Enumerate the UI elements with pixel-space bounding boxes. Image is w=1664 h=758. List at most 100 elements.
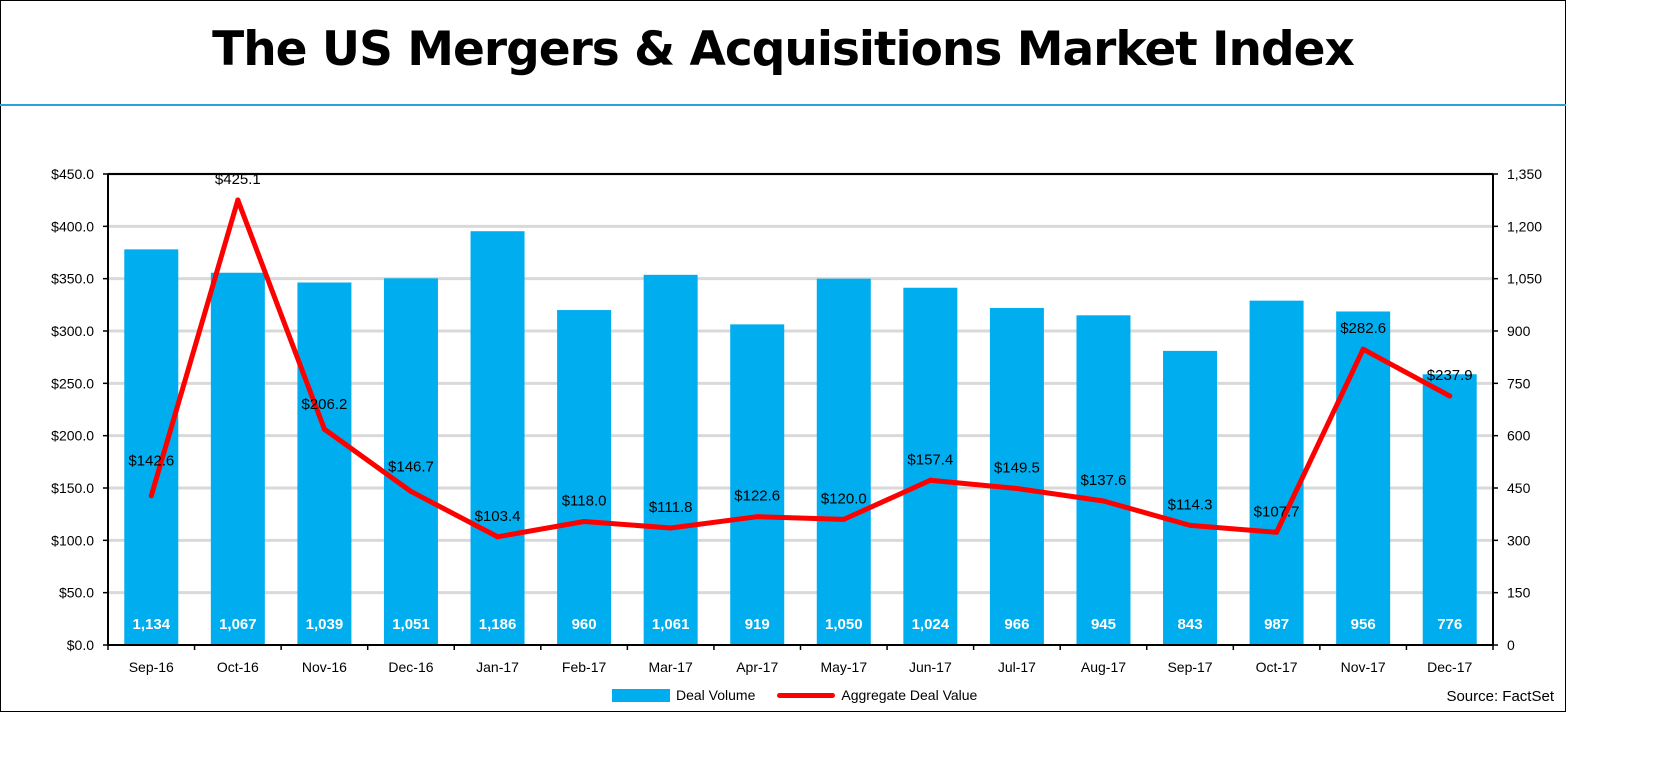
volume-bar — [1422, 374, 1477, 645]
left-tick-label: $200.0 — [51, 428, 94, 444]
aggregate-value-point — [235, 197, 241, 203]
legend: Deal Volume Aggregate Deal Value — [612, 685, 999, 705]
right-tick-label: 750 — [1507, 375, 1531, 391]
x-tick-label: Feb-17 — [562, 659, 607, 675]
chart-title: The US Mergers & Acquisitions Market Ind… — [212, 22, 1355, 77]
volume-bar — [816, 278, 871, 645]
axis-ticks: $0.0 $50.0 $100.0 $150.0 $200.0 $250.0 $300.0 $… — [51, 166, 1542, 675]
left-tick-label: $150.0 — [51, 480, 94, 496]
x-tick-label: Mar-17 — [648, 659, 693, 675]
right-tick-label: 150 — [1507, 585, 1531, 601]
x-tick-label: Nov-17 — [1341, 659, 1386, 675]
volume-bar-label: 843 — [1178, 616, 1203, 633]
volume-bar — [989, 307, 1044, 645]
aggregate-value-label: $157.4 — [907, 451, 953, 468]
x-tick-label: Nov-16 — [302, 659, 347, 675]
volume-bar — [470, 231, 525, 645]
right-tick-label: 900 — [1507, 323, 1531, 339]
aggregate-value-point — [1014, 486, 1020, 492]
legend-item-deal-volume: Deal Volume — [612, 687, 755, 703]
aggregate-value-label: $282.6 — [1340, 320, 1386, 337]
aggregate-value-point — [321, 426, 327, 432]
volume-bar-label: 1,134 — [133, 616, 171, 633]
left-tick-label: $100.0 — [51, 532, 94, 548]
volume-bar — [1163, 350, 1218, 645]
aggregate-value-point — [1360, 346, 1366, 352]
aggregate-value-label: $107.7 — [1254, 503, 1300, 520]
left-tick-label: $450.0 — [51, 166, 94, 182]
x-tick-label: Dec-16 — [388, 659, 433, 675]
volume-bar-label: 1,061 — [652, 616, 690, 633]
right-tick-label: 450 — [1507, 480, 1531, 496]
source-note: Source: FactSet — [1446, 688, 1554, 705]
aggregate-value-point — [495, 534, 501, 540]
aggregate-value-label: $237.9 — [1427, 367, 1473, 384]
volume-bar — [903, 287, 958, 645]
volume-bar-label: 956 — [1351, 616, 1376, 633]
aggregate-value-point — [1274, 529, 1280, 535]
volume-bar-label: 776 — [1437, 616, 1462, 633]
x-tick-label: Apr-17 — [736, 659, 778, 675]
right-tick-label: 300 — [1507, 532, 1531, 548]
x-tick-label: Oct-16 — [217, 659, 259, 675]
aggregate-value-label: $120.0 — [821, 490, 867, 507]
volume-bar-label: 945 — [1091, 616, 1116, 633]
left-tick-label: $350.0 — [51, 271, 94, 287]
aggregate-value-point — [668, 525, 674, 531]
value-line-labels: $142.6 $425.1 $206.2 $146.7 $103.4 $118.0 $111… — [128, 171, 1472, 525]
aggregate-value-point — [1447, 393, 1453, 399]
x-tick-label: Sep-17 — [1167, 659, 1212, 675]
title-divider — [0, 104, 1566, 106]
volume-bar — [124, 249, 179, 646]
aggregate-value-point — [1187, 522, 1193, 528]
volume-bar-label: 919 — [745, 616, 770, 633]
volume-bar — [383, 278, 438, 645]
legend-swatch-bar — [612, 688, 670, 702]
aggregate-value-label: $146.7 — [388, 458, 434, 475]
volume-bar — [1336, 311, 1391, 645]
x-tick-label: Jun-17 — [909, 659, 952, 675]
left-tick-label: $400.0 — [51, 218, 94, 234]
aggregate-value-point — [927, 477, 933, 483]
volume-bar — [210, 272, 265, 645]
x-tick-label: Jul-17 — [998, 659, 1036, 675]
x-tick-label: Oct-17 — [1256, 659, 1298, 675]
volume-bar — [1249, 300, 1304, 645]
right-tick-label: 1,200 — [1507, 218, 1542, 234]
volume-bar-label: 987 — [1264, 616, 1289, 633]
left-tick-label: $50.0 — [59, 585, 94, 601]
x-tick-label: May-17 — [820, 659, 867, 675]
aggregate-value-label: $149.5 — [994, 460, 1040, 477]
aggregate-value-label: $118.0 — [562, 492, 607, 509]
aggregate-value-label: $111.8 — [649, 499, 693, 516]
volume-bar — [557, 310, 612, 645]
volume-bar-label: 1,051 — [392, 616, 430, 633]
aggregate-value-label: $142.6 — [128, 453, 174, 470]
legend-item-aggregate-deal-value: Aggregate Deal Value — [777, 687, 977, 703]
volume-bar-label: 960 — [572, 616, 597, 633]
right-tick-label: 0 — [1507, 637, 1515, 653]
volume-bar — [643, 274, 698, 645]
right-tick-label: 1,050 — [1507, 271, 1542, 287]
aggregate-value-label: $425.1 — [215, 171, 261, 188]
aggregate-value-label: $137.6 — [1081, 472, 1127, 489]
aggregate-value-point — [1100, 498, 1106, 504]
volume-bar-label: 1,186 — [479, 616, 517, 633]
volume-bar — [297, 282, 352, 645]
legend-label-deal-volume: Deal Volume — [676, 687, 756, 703]
volume-bar-label: 1,024 — [912, 616, 950, 633]
legend-label-aggregate-deal-value: Aggregate Deal Value — [841, 687, 978, 703]
aggregate-value-label: $114.3 — [1168, 496, 1213, 513]
aggregate-value-line — [148, 197, 1453, 540]
volume-bar-label: 1,039 — [306, 616, 344, 633]
aggregate-value-point — [408, 488, 414, 494]
left-tick-label: $250.0 — [51, 375, 94, 391]
aggregate-value-point — [581, 518, 587, 524]
left-tick-label: $0.0 — [67, 637, 94, 653]
x-tick-label: Dec-17 — [1427, 659, 1472, 675]
right-tick-label: 1,350 — [1507, 166, 1542, 182]
volume-bar-label: 966 — [1004, 616, 1029, 633]
volume-bar-label: 1,067 — [219, 616, 257, 633]
chart-canvas: 1,134 1,067 1,039 1,051 1,186 960 1,061 919 1,05… — [51, 166, 1542, 675]
volume-bar-labels: 1,134 1,067 1,039 1,051 1,186 960 1,061 919 1,05… — [133, 616, 1463, 633]
